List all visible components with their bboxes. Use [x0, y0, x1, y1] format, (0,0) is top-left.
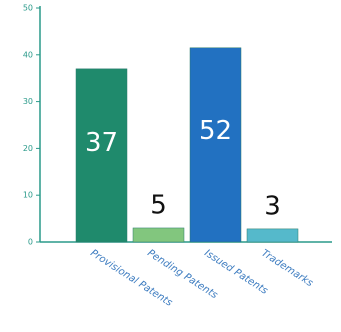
bar	[189, 47, 242, 243]
y-tick-label: 10	[23, 191, 33, 200]
x-tick-label: Trademarks	[259, 248, 315, 289]
bar	[246, 228, 299, 243]
y-tick-label: 30	[23, 97, 33, 106]
data-annotation: 37	[85, 128, 118, 158]
data-annotation: 5	[150, 190, 167, 220]
y-tick-label: 0	[28, 238, 33, 247]
data-annotation: 3	[264, 191, 281, 221]
data-annotation: 52	[199, 116, 232, 146]
y-tick-label: 40	[23, 50, 33, 59]
bar	[75, 68, 128, 243]
bar	[132, 227, 185, 243]
y-tick-label: 50	[23, 4, 33, 13]
y-tick-label: 20	[23, 144, 33, 153]
